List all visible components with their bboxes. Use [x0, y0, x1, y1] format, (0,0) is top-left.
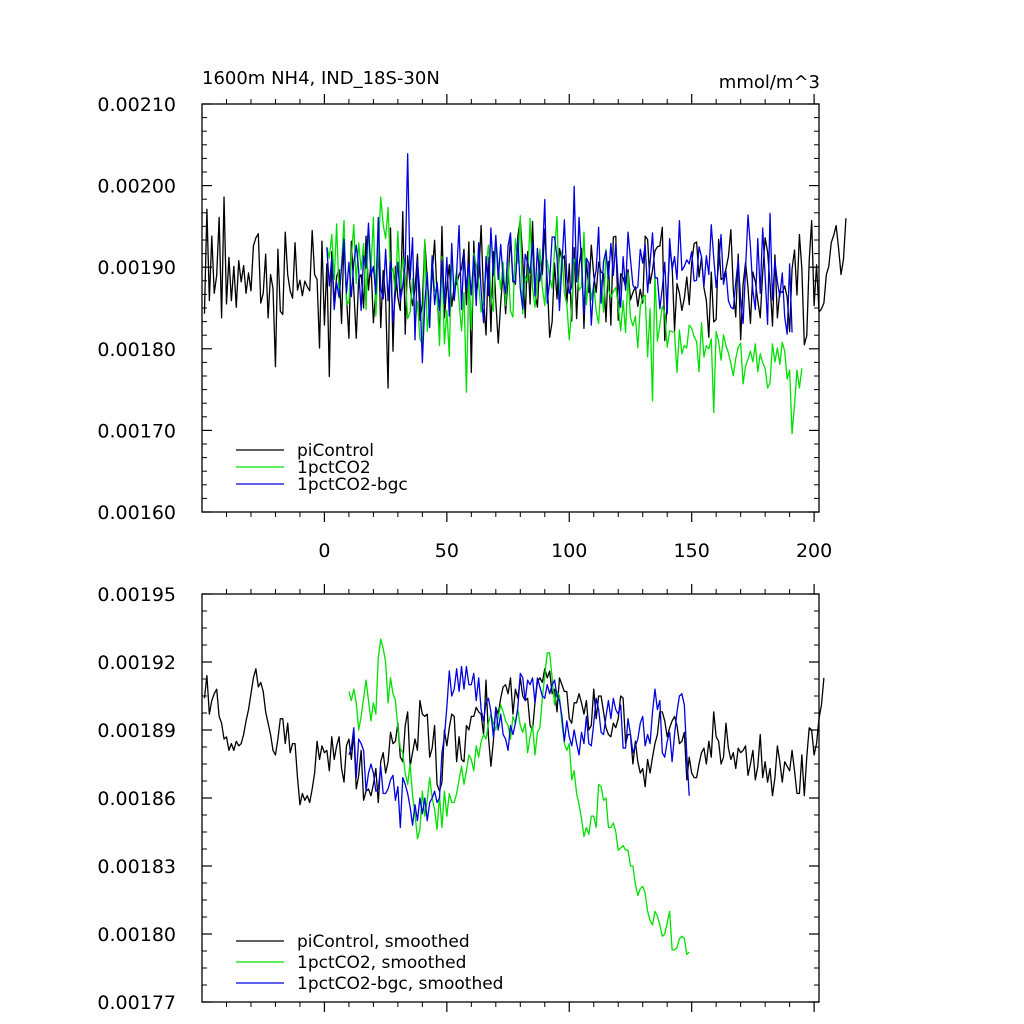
y-tick-label: 0.00160 — [97, 502, 176, 524]
top-panel-series-lines — [203, 153, 847, 435]
legend-label-1: piControl, smoothed — [297, 932, 470, 952]
legend-label-3: 1pctCO2-bgc — [297, 475, 408, 495]
x-tick-label: 100 — [551, 540, 587, 562]
top-panel-units: mmol/m^3 — [719, 72, 820, 93]
y-tick-label: 0.00183 — [97, 856, 176, 878]
legend-label-1: piControl — [297, 441, 374, 461]
legend-label-2: 1pctCO2, smoothed — [297, 953, 466, 973]
y-tick-label: 0.00189 — [97, 720, 176, 742]
y-tick-label: 0.00180 — [97, 924, 176, 946]
series-line-3 — [348, 665, 690, 829]
x-tick-label: 50 — [435, 540, 459, 562]
y-tick-label: 0.00210 — [97, 94, 176, 116]
x-tick-label: 200 — [796, 540, 832, 562]
x-tick-label: 150 — [674, 540, 710, 562]
legend-label-3: 1pctCO2-bgc, smoothed — [297, 974, 503, 994]
y-tick-label: 0.00192 — [97, 652, 176, 674]
series-line-3 — [326, 153, 793, 364]
series-line-2 — [326, 196, 803, 435]
y-tick-label: 0.00177 — [97, 992, 176, 1014]
series-line-1 — [203, 668, 825, 806]
y-tick-label: 0.00180 — [97, 339, 176, 361]
bottom-panel-axes: 0.00177 0.00180 0.00183 0.00186 0.00189 0.001… — [97, 584, 819, 1014]
y-tick-label: 0.00190 — [97, 257, 176, 279]
series-line-2 — [348, 638, 690, 956]
x-tick-label: 0 — [318, 540, 330, 562]
y-tick-label: 0.00200 — [97, 176, 176, 198]
top-panel: 1600m NH4, IND_18S-30N mmol/m^3 0.001600… — [97, 68, 847, 562]
bottom-panel-series-lines — [203, 638, 825, 956]
top-panel-title: 1600m NH4, IND_18S-30N — [202, 68, 440, 89]
y-tick-label: 0.00195 — [97, 584, 176, 606]
y-tick-label: 0.00186 — [97, 788, 176, 810]
bottom-panel: 0.00177 0.00180 0.00183 0.00186 0.00189 0.001… — [97, 584, 825, 1014]
y-tick-label: 0.00170 — [97, 420, 176, 442]
legend-label-2: 1pctCO2 — [297, 458, 371, 478]
top-panel-axes: 0.00160 0.00170 0.00180 0.00190 0.00200 0.002… — [97, 94, 832, 562]
